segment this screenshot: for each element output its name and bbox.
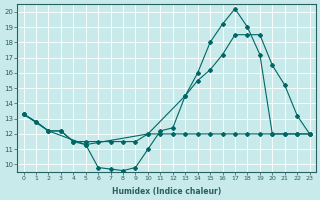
- X-axis label: Humidex (Indice chaleur): Humidex (Indice chaleur): [112, 187, 221, 196]
